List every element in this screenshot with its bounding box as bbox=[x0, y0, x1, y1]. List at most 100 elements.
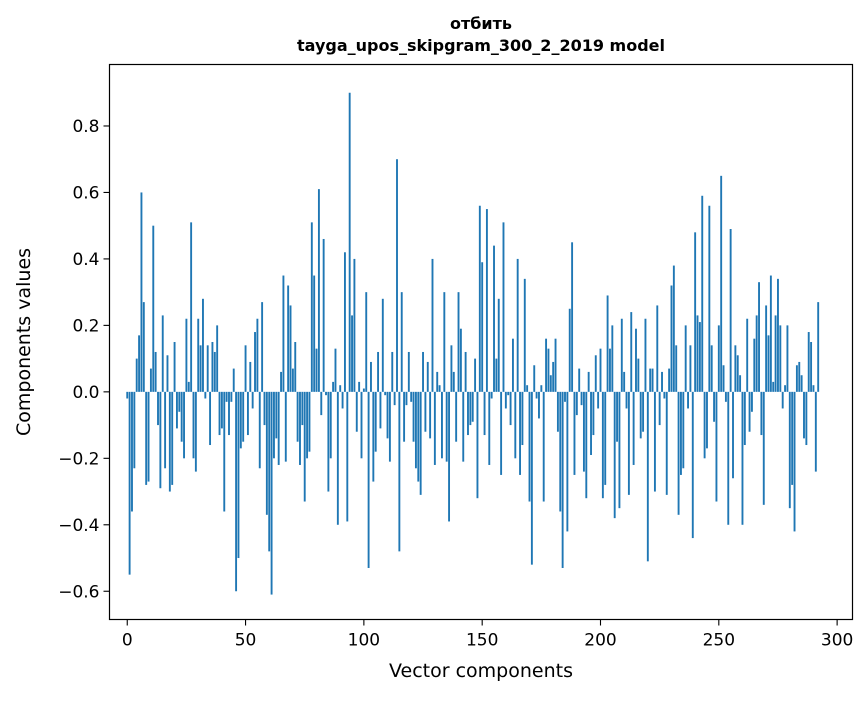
bar bbox=[254, 332, 256, 392]
bar bbox=[713, 391, 716, 422]
bar bbox=[672, 265, 675, 392]
bar bbox=[772, 381, 775, 392]
bar bbox=[741, 391, 744, 525]
bar bbox=[192, 391, 195, 459]
bar bbox=[753, 338, 756, 392]
bar bbox=[206, 345, 209, 392]
bar bbox=[502, 222, 505, 392]
bar bbox=[246, 391, 249, 436]
bar bbox=[727, 391, 730, 525]
bar bbox=[784, 385, 787, 392]
bar bbox=[469, 391, 472, 426]
bar bbox=[777, 278, 779, 392]
bar bbox=[620, 318, 623, 392]
bar bbox=[175, 391, 178, 429]
bar bbox=[786, 325, 789, 392]
bar bbox=[377, 351, 380, 392]
bar bbox=[126, 391, 129, 399]
bar bbox=[483, 391, 486, 436]
bar bbox=[367, 391, 370, 568]
bar bbox=[306, 391, 309, 459]
bar bbox=[152, 225, 155, 392]
bar bbox=[275, 391, 278, 439]
bar bbox=[280, 371, 282, 392]
bar bbox=[398, 391, 401, 552]
y-tick-label: 0.4 bbox=[72, 250, 99, 270]
bar bbox=[187, 381, 190, 392]
bar bbox=[268, 391, 271, 552]
bar bbox=[559, 391, 562, 512]
bar bbox=[204, 391, 207, 399]
chart-subtitle: tayga_upos_skipgram_300_2_2019 model bbox=[297, 36, 665, 55]
bar bbox=[604, 391, 607, 485]
bar bbox=[762, 391, 765, 505]
bar bbox=[630, 312, 633, 392]
bar bbox=[133, 391, 136, 469]
bar bbox=[180, 391, 183, 442]
bar bbox=[362, 388, 365, 392]
plot-frame bbox=[108, 63, 854, 621]
bar bbox=[795, 365, 798, 392]
bar bbox=[308, 391, 311, 452]
bar bbox=[346, 391, 349, 522]
bar bbox=[748, 391, 751, 432]
x-tick-label: 300 bbox=[821, 631, 853, 651]
x-tick-label: 250 bbox=[703, 631, 735, 651]
bar bbox=[497, 298, 500, 392]
bar bbox=[642, 391, 645, 432]
bar bbox=[317, 189, 320, 392]
bar bbox=[476, 391, 479, 499]
bar bbox=[478, 205, 481, 392]
bar bbox=[339, 385, 342, 392]
bar bbox=[599, 348, 602, 392]
bar bbox=[694, 232, 697, 392]
bar bbox=[485, 209, 488, 392]
bar bbox=[594, 355, 597, 392]
bar bbox=[173, 342, 176, 392]
bar bbox=[131, 391, 133, 512]
bar bbox=[684, 325, 687, 392]
bar bbox=[511, 338, 514, 392]
bar bbox=[379, 391, 382, 429]
bar bbox=[190, 222, 193, 392]
bar bbox=[135, 358, 138, 392]
bar bbox=[315, 348, 318, 392]
bar bbox=[535, 391, 538, 399]
x-tick-label: 100 bbox=[348, 631, 380, 651]
y-tick-label: 0.0 bbox=[72, 383, 99, 403]
bar bbox=[242, 391, 245, 442]
bar bbox=[161, 315, 164, 392]
bar bbox=[653, 391, 656, 492]
bar bbox=[708, 205, 711, 392]
bar bbox=[575, 391, 578, 416]
bar bbox=[358, 381, 361, 392]
bar bbox=[814, 391, 817, 472]
bar bbox=[542, 391, 545, 502]
bar bbox=[145, 391, 148, 485]
bar bbox=[348, 92, 351, 392]
bar bbox=[750, 391, 753, 412]
bar bbox=[703, 391, 706, 459]
bar bbox=[798, 361, 801, 392]
bar bbox=[388, 391, 391, 462]
y-axis-ticks: −0.6 −0.4 −0.2 0.0 0.2 0.4 0.6 0.8 bbox=[58, 117, 110, 602]
bar bbox=[251, 391, 254, 409]
bar bbox=[635, 328, 637, 392]
bar bbox=[552, 361, 555, 392]
bar bbox=[566, 391, 569, 532]
bar bbox=[625, 391, 628, 409]
bar bbox=[431, 258, 434, 392]
bar bbox=[372, 391, 375, 482]
bar bbox=[232, 368, 235, 392]
bar bbox=[803, 391, 805, 439]
bar bbox=[370, 361, 372, 392]
bar bbox=[722, 365, 725, 392]
bar bbox=[327, 391, 330, 492]
bar bbox=[696, 315, 699, 392]
bar bbox=[554, 338, 557, 392]
bar bbox=[521, 391, 524, 446]
bar bbox=[464, 351, 467, 392]
bar bbox=[668, 368, 671, 392]
bar bbox=[277, 391, 280, 465]
bar bbox=[202, 298, 204, 392]
